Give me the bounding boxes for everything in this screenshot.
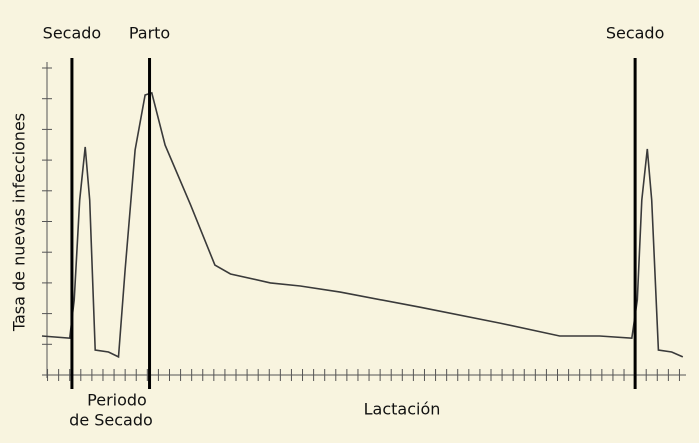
event-label: Secado <box>43 24 102 43</box>
event-label: Parto <box>129 24 170 43</box>
line-series <box>41 91 684 359</box>
dry-period-label: de Secado <box>69 411 153 430</box>
dry-period-label: Periodo <box>87 391 147 410</box>
event-label: Secado <box>606 24 665 43</box>
y-axis-label: Tasa de nuevas infecciones <box>10 113 29 332</box>
x-axis-label: Lactación <box>364 400 441 419</box>
